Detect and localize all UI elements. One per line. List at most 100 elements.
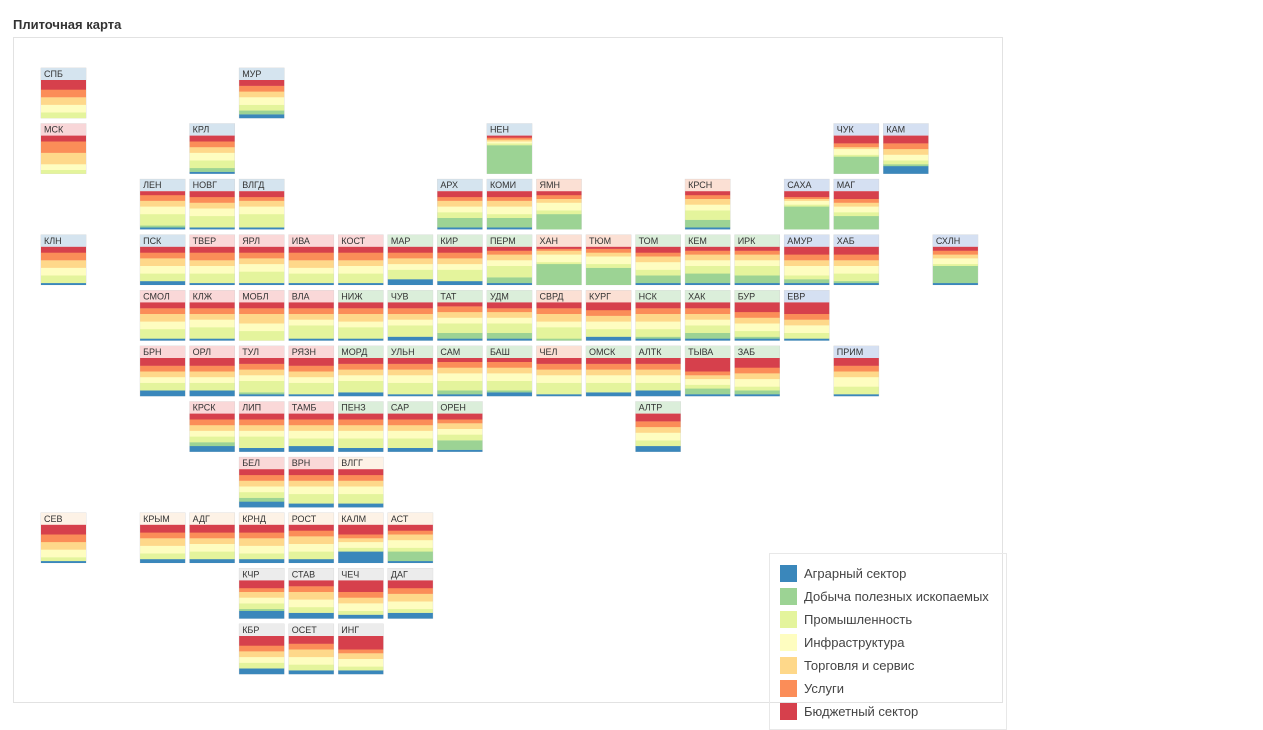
segment-sector-1 — [387, 612, 433, 619]
legend-item-4[interactable]: Инфраструктура — [780, 631, 1006, 654]
tile-сев[interactable]: СЕВ — [40, 512, 87, 564]
tile-мур[interactable]: МУР — [238, 67, 285, 119]
tile-кир[interactable]: КИР — [437, 234, 483, 286]
legend-item-2[interactable]: Добыча полезных ископаемых — [780, 585, 1006, 608]
tile-калм[interactable]: КАЛМ — [337, 512, 384, 564]
tile-евр[interactable]: ЕВР — [783, 290, 830, 341]
tile-крск[interactable]: КРСК — [189, 401, 235, 452]
tile-тамб[interactable]: ТАМБ — [288, 401, 335, 452]
tile-влгг[interactable]: ВЛГГ — [337, 456, 384, 508]
segment-sector-6 — [140, 252, 186, 259]
tile-амур[interactable]: АМУР — [783, 234, 830, 286]
tile-сврд[interactable]: СВРД — [536, 290, 582, 341]
tile-чеч[interactable]: ЧЕЧ — [337, 568, 384, 619]
tile-чел[interactable]: ЧЕЛ — [536, 345, 582, 397]
tile-брн[interactable]: БРН — [139, 345, 186, 397]
tile-хаб[interactable]: ХАБ — [833, 234, 880, 286]
legend-item-3[interactable]: Промышленность — [780, 608, 1006, 631]
tile-ирк[interactable]: ИРК — [734, 234, 781, 286]
tile-хак[interactable]: ХАК — [684, 290, 731, 341]
tile-саха[interactable]: САХА — [783, 178, 830, 230]
tile-клж[interactable]: КЛЖ — [189, 290, 235, 341]
tile-орен[interactable]: ОРЕН — [437, 401, 483, 452]
tile-ива[interactable]: ИВА — [288, 234, 335, 286]
tile-омск[interactable]: ОМСК — [585, 345, 632, 397]
tile-кем[interactable]: КЕМ — [684, 234, 731, 286]
tile-смол[interactable]: СМОЛ — [139, 290, 186, 341]
tile-кам[interactable]: КАМ — [883, 123, 929, 174]
tile-кчр[interactable]: КЧР — [238, 568, 285, 619]
tile-хан[interactable]: ХАН — [536, 234, 582, 286]
tile-том[interactable]: ТОМ — [635, 234, 681, 286]
tile-врн[interactable]: ВРН — [288, 456, 335, 508]
legend-item-1[interactable]: Аграрный сектор — [780, 562, 1006, 585]
tile-заб[interactable]: ЗАБ — [734, 345, 781, 397]
tile-схлн[interactable]: СХЛН — [932, 234, 979, 286]
tile-рост[interactable]: РОСТ — [288, 512, 335, 564]
tile-header — [189, 346, 235, 358]
tile-бур[interactable]: БУР — [734, 290, 781, 341]
tile-чук[interactable]: ЧУК — [833, 123, 880, 174]
tile-тул[interactable]: ТУЛ — [238, 345, 285, 397]
tile-лен[interactable]: ЛЕН — [139, 178, 186, 230]
tile-крл[interactable]: КРЛ — [189, 123, 235, 174]
tile-мар[interactable]: МАР — [387, 234, 434, 286]
tile-вла[interactable]: ВЛА — [288, 290, 335, 341]
tile-орл[interactable]: ОРЛ — [189, 345, 235, 397]
tile-нен[interactable]: НЕН — [486, 123, 533, 174]
tile-лип[interactable]: ЛИП — [238, 401, 285, 452]
tile-ямн[interactable]: ЯМН — [536, 178, 582, 230]
tile-новг[interactable]: НОВГ — [189, 178, 235, 230]
tile-твер[interactable]: ТВЕР — [189, 234, 235, 286]
tile-сам[interactable]: САМ — [437, 345, 483, 397]
tile-прим[interactable]: ПРИМ — [833, 345, 880, 397]
tile-ярл[interactable]: ЯРЛ — [238, 234, 285, 286]
tile-тюм[interactable]: ТЮМ — [585, 234, 632, 286]
tile-осет[interactable]: ОСЕТ — [288, 623, 335, 675]
tile-аст[interactable]: АСТ — [387, 512, 434, 564]
tile-рязн[interactable]: РЯЗН — [288, 345, 335, 397]
tile-морд[interactable]: МОРД — [337, 345, 384, 397]
tile-удм[interactable]: УДМ — [486, 290, 533, 341]
tile-тат[interactable]: ТАТ — [437, 290, 483, 341]
tile-сар[interactable]: САР — [387, 401, 434, 452]
tile-крым[interactable]: КРЫМ — [139, 512, 186, 564]
tile-мск[interactable]: МСК — [40, 123, 87, 174]
tile-ульн[interactable]: УЛЬН — [387, 345, 434, 397]
tile-коми[interactable]: КОМИ — [486, 178, 533, 230]
tile-мобл[interactable]: МОБЛ — [238, 290, 285, 341]
tile-даг[interactable]: ДАГ — [387, 568, 434, 619]
tile-пенз[interactable]: ПЕНЗ — [337, 401, 384, 452]
tile-бел[interactable]: БЕЛ — [238, 456, 285, 508]
tile-пск[interactable]: ПСК — [139, 234, 186, 286]
tile-кург[interactable]: КУРГ — [585, 290, 632, 341]
tile-инг[interactable]: ИНГ — [337, 623, 384, 675]
tile-нск[interactable]: НСК — [635, 290, 681, 341]
legend-item-5[interactable]: Торговля и сервис — [780, 654, 1006, 677]
tile-влгд[interactable]: ВЛГД — [238, 178, 285, 230]
tile-спб[interactable]: СПБ — [40, 67, 87, 119]
tile-кост[interactable]: КОСТ — [337, 234, 384, 286]
tile-header — [734, 234, 780, 247]
tile-баш[interactable]: БАШ — [486, 345, 533, 397]
tile-адг[interactable]: АДГ — [189, 512, 235, 564]
tile-header — [685, 234, 731, 247]
segment-sector-2 — [239, 497, 285, 502]
segment-sector-6 — [586, 248, 632, 253]
tile-маг[interactable]: МАГ — [833, 178, 880, 230]
tile-алтр[interactable]: АЛТР — [635, 401, 681, 452]
tile-став[interactable]: СТАВ — [288, 568, 335, 619]
tile-кбр[interactable]: КБР — [238, 623, 285, 675]
legend-item-7[interactable]: Бюджетный сектор — [780, 700, 1006, 723]
tile-перм[interactable]: ПЕРМ — [486, 234, 533, 286]
segment-sector-7 — [288, 413, 334, 420]
tile-крнд[interactable]: КРНД — [238, 512, 285, 564]
tile-арх[interactable]: АРХ — [437, 178, 483, 230]
tile-крсн[interactable]: КРСН — [684, 178, 731, 230]
tile-алтк[interactable]: АЛТК — [635, 345, 681, 397]
tile-чув[interactable]: ЧУВ — [387, 290, 434, 341]
tile-тыва[interactable]: ТЫВА — [684, 345, 731, 397]
tile-клн[interactable]: КЛН — [40, 234, 87, 286]
tile-ниж[interactable]: НИЖ — [337, 290, 384, 341]
legend-item-6[interactable]: Услуги — [780, 677, 1006, 700]
